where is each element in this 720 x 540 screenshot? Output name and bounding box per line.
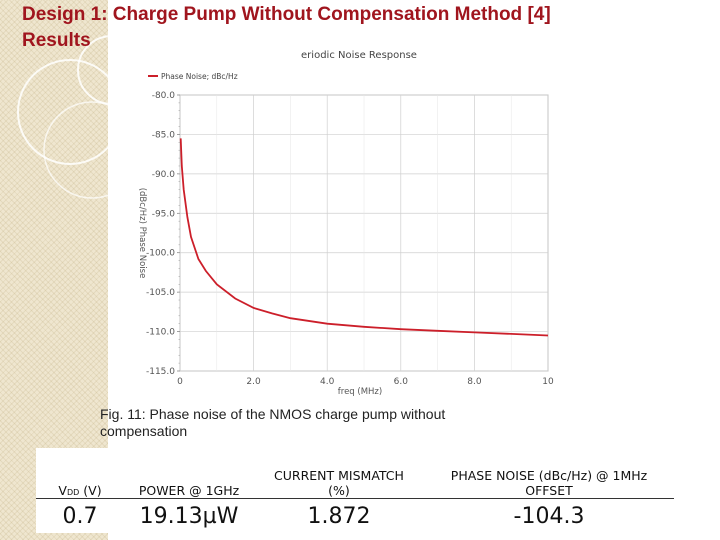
- chart-title: eriodic Noise Response: [301, 50, 417, 61]
- decorative-circles: [17, 35, 140, 199]
- x-axis-label: freq (MHz): [338, 387, 382, 397]
- chart-legend: Phase Noise; dBc/Hz: [148, 72, 238, 81]
- header-vdd: VDD (V): [36, 448, 124, 499]
- figure-caption: Fig. 11: Phase noise of the NMOS charge …: [100, 406, 550, 440]
- header-noise-line-2: OFFSET: [525, 483, 573, 498]
- x-tick-label: 8.0: [467, 377, 482, 387]
- header-vdd-sub: DD: [66, 488, 80, 497]
- y-tick-label: -100.0: [146, 249, 175, 259]
- header-vdd-unit: (V): [83, 483, 102, 498]
- y-tick-label: -95.0: [152, 209, 176, 219]
- x-tick-label: 6.0: [394, 377, 409, 387]
- y-tick-label: -115.0: [146, 367, 175, 377]
- header-noise-line-1: PHASE NOISE (dBc/Hz) @ 1MHz: [450, 468, 648, 483]
- x-axis-ticks: 0 2.0 4.0 6.0 8.0 10: [177, 377, 554, 387]
- header-power: POWER @ 1GHz: [138, 483, 240, 498]
- value-mismatch: 1.872: [254, 498, 424, 533]
- title-line-2: Results: [22, 30, 91, 51]
- y-axis-label: (dBc/Hz) Phase Noise: [137, 188, 147, 279]
- slide-title: Design 1: Charge Pump Without Compensati…: [22, 2, 551, 54]
- y-axis-ticks: -80.0 -85.0 -90.0 -95.0 -100.0 -105.0 -110.0 -1…: [146, 91, 180, 377]
- y-tick-label: -110.0: [146, 328, 175, 338]
- value-vdd: 0.7: [36, 498, 124, 533]
- title-line-1: Design 1: Charge Pump Without Compensati…: [22, 4, 551, 25]
- x-tick-label: 4.0: [320, 377, 335, 387]
- phase-noise-series-line: [179, 138, 549, 337]
- y-tick-label: -105.0: [146, 288, 175, 298]
- y-tick-label: -90.0: [152, 170, 176, 180]
- value-power: 19.13µW: [124, 498, 254, 533]
- header-mismatch: CURRENT MISMATCH (%): [254, 448, 424, 499]
- header-mismatch-line-2: (%): [328, 483, 350, 498]
- header-mismatch-line-1: CURRENT MISMATCH: [274, 468, 404, 483]
- table-values-row: 0.7 19.13µW 1.872 -104.3: [36, 498, 674, 533]
- header-vdd-v: V: [58, 483, 67, 498]
- x-tick-label: 2.0: [246, 377, 261, 387]
- caption-line-1: Fig. 11: Phase noise of the NMOS charge …: [100, 406, 446, 422]
- decorative-sidebar: [0, 0, 108, 540]
- x-tick-label: 0: [177, 377, 183, 387]
- table-header-row: VDD (V) POWER @ 1GHz CURRENT MISMATCH (%…: [36, 448, 674, 499]
- chart-series: [179, 138, 549, 337]
- y-tick-label: -80.0: [152, 91, 176, 101]
- caption-line-2: compensation: [100, 423, 188, 439]
- phase-noise-chart: eriodic Noise Response Phase Noise; dBc/…: [137, 50, 554, 397]
- x-tick-label: 10: [542, 377, 554, 387]
- results-table: VDD (V) POWER @ 1GHz CURRENT MISMATCH (%…: [36, 448, 674, 533]
- value-noise: -104.3: [424, 498, 674, 533]
- header-noise: PHASE NOISE (dBc/Hz) @ 1MHz OFFSET: [424, 448, 674, 499]
- legend-label: Phase Noise; dBc/Hz: [161, 72, 238, 81]
- y-tick-label: -85.0: [152, 130, 176, 140]
